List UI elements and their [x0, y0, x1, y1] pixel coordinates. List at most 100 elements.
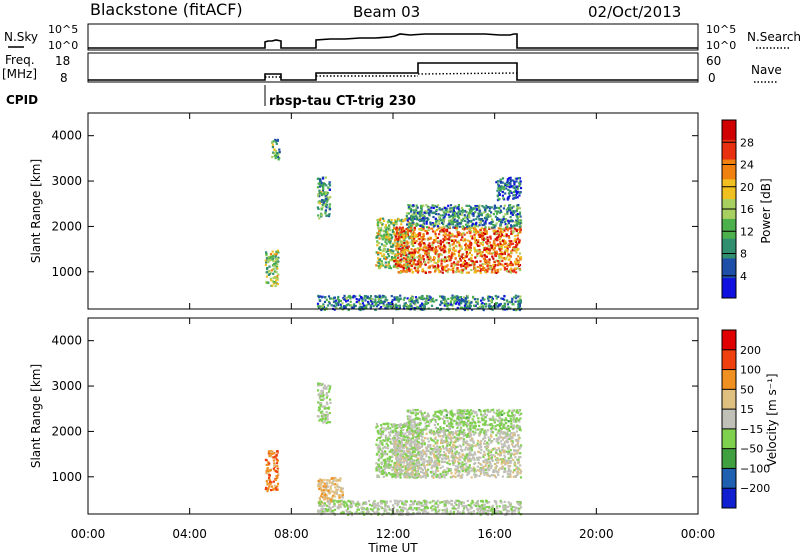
- range-cell: [417, 223, 420, 226]
- range-cell: [499, 246, 502, 249]
- range-cell: [499, 247, 502, 250]
- range-cell: [439, 466, 442, 470]
- range-cell: [376, 244, 379, 247]
- range-cell: [485, 447, 488, 450]
- range-cell: [483, 432, 486, 435]
- range-cell: [495, 181, 498, 184]
- range-cell: [269, 452, 272, 455]
- range-cell: [411, 236, 414, 239]
- range-cell: [438, 463, 441, 466]
- range-cell: [428, 211, 431, 214]
- range-cell: [502, 188, 506, 191]
- range-cell: [420, 206, 423, 209]
- range-cell: [322, 481, 325, 484]
- range-cell: [495, 440, 498, 443]
- range-cell: [439, 447, 443, 450]
- range-cell: [495, 449, 498, 452]
- range-cell: [511, 185, 514, 188]
- range-cell: [432, 211, 436, 214]
- range-cell: [518, 225, 521, 228]
- range-cell: [507, 438, 511, 441]
- range-cell: [384, 245, 387, 248]
- range-cell: [517, 460, 520, 463]
- range-cell: [460, 238, 463, 241]
- range-cell: [505, 268, 509, 271]
- range-cell: [415, 209, 418, 212]
- range-cell: [381, 296, 384, 299]
- range-cell: [448, 231, 451, 235]
- range-cell: [484, 271, 488, 274]
- range-cell: [328, 206, 331, 209]
- range-cell: [457, 234, 460, 237]
- range-cell: [333, 483, 336, 486]
- range-cell: [495, 434, 498, 437]
- range-cell: [513, 260, 517, 263]
- range-cell: [387, 255, 391, 258]
- range-cell: [274, 478, 278, 481]
- range-cell: [439, 303, 442, 306]
- range-cell: [391, 300, 394, 304]
- range-cell: [408, 204, 411, 207]
- range-cell: [328, 406, 331, 409]
- range-cell: [458, 225, 461, 228]
- range-cell: [384, 261, 387, 264]
- range-cell: [406, 463, 409, 466]
- range-cell: [326, 479, 329, 482]
- range-cell: [510, 440, 513, 443]
- range-cell: [400, 427, 403, 430]
- range-cell: [481, 255, 484, 258]
- range-cell: [319, 483, 322, 486]
- range-cell: [402, 269, 405, 272]
- range-cell: [405, 258, 408, 261]
- range-cell: [488, 468, 491, 471]
- range-cell: [501, 445, 504, 449]
- range-cell: [500, 462, 503, 465]
- range-cell: [477, 212, 480, 215]
- range-cell: [326, 191, 329, 194]
- range-cell: [402, 438, 405, 441]
- range-cell: [413, 440, 416, 443]
- range-cell: [489, 466, 492, 469]
- range-cell: [473, 470, 476, 473]
- range-cell: [457, 204, 460, 207]
- range-cell: [509, 464, 512, 468]
- range-cell: [383, 459, 387, 462]
- range-cell: [323, 308, 326, 311]
- range-cell: [322, 421, 325, 424]
- range-cell: [415, 436, 418, 439]
- range-cell: [503, 250, 506, 254]
- range-cell: [514, 263, 517, 266]
- range-cell: [519, 301, 522, 304]
- range-cell: [497, 442, 500, 445]
- range-cell: [323, 415, 326, 418]
- range-cell: [464, 242, 468, 245]
- range-cell: [421, 269, 424, 272]
- range-cell: [403, 219, 406, 222]
- range-cell: [442, 211, 445, 214]
- range-cell: [485, 207, 488, 210]
- range-cell: [395, 223, 398, 226]
- range-cell: [458, 470, 461, 473]
- range-cell: [275, 250, 278, 253]
- range-cell: [395, 304, 399, 308]
- range-cell: [517, 458, 520, 461]
- range-cell: [456, 235, 459, 238]
- range-cell: [501, 465, 504, 468]
- range-cell: [413, 228, 416, 231]
- range-cell: [405, 254, 408, 257]
- range-cell: [435, 262, 438, 265]
- range-cell: [516, 220, 519, 223]
- range-cell: [477, 450, 480, 453]
- range-cell: [467, 253, 470, 256]
- range-cell: [406, 255, 410, 259]
- range-cell: [394, 454, 397, 457]
- range-cell: [500, 297, 503, 300]
- range-cell: [416, 267, 419, 270]
- range-cell: [456, 445, 459, 448]
- range-cell: [380, 234, 383, 237]
- range-cell: [413, 217, 416, 221]
- range-cell: [325, 214, 328, 217]
- range-cell: [271, 284, 274, 287]
- range-cell: [398, 237, 401, 240]
- range-cell: [473, 233, 476, 236]
